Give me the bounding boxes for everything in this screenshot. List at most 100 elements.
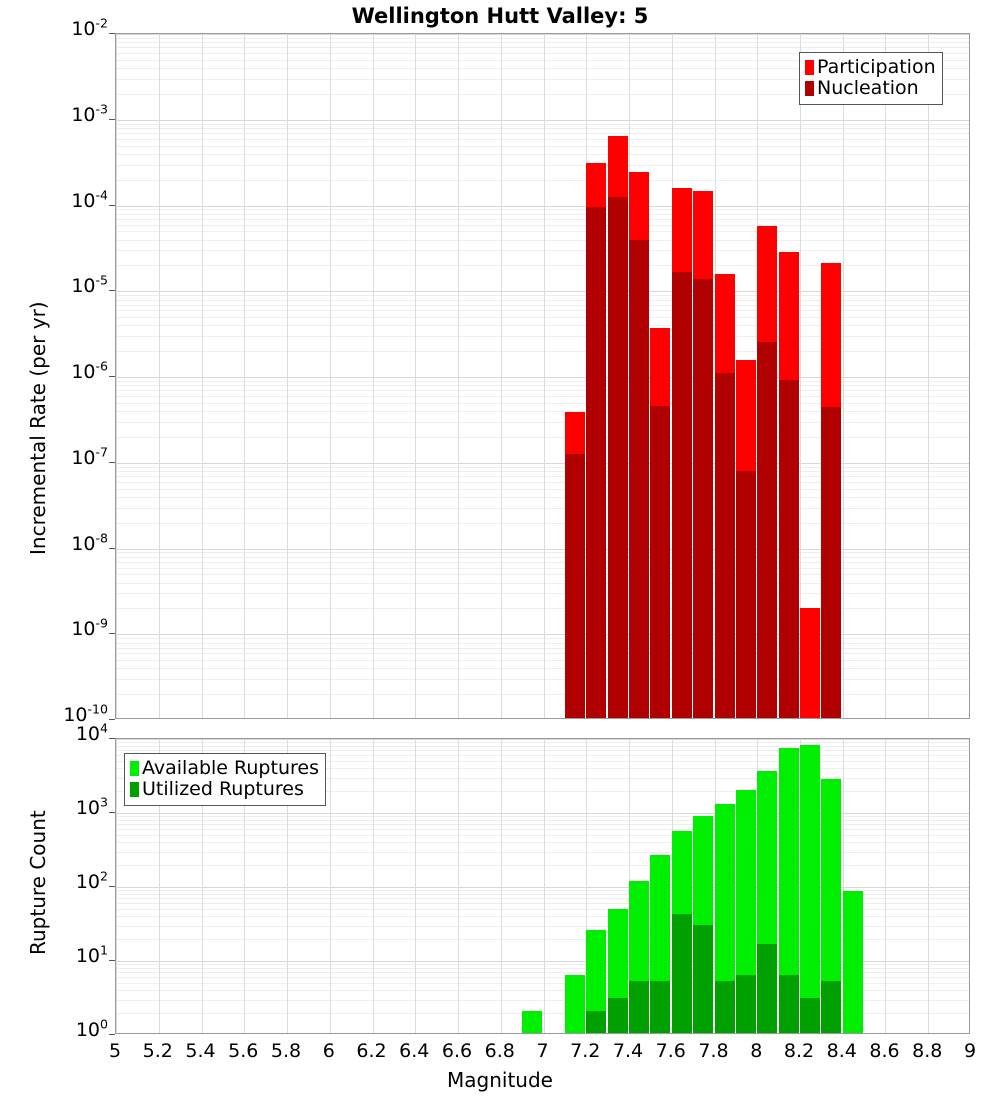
gridline-vertical <box>244 739 245 1033</box>
bottom-gridlines <box>116 739 969 1033</box>
y-tick-mark <box>109 633 115 634</box>
gridline-minor <box>116 523 969 524</box>
gridline-minor <box>116 835 969 836</box>
bar-nucleation <box>821 407 841 718</box>
gridline-minor <box>116 972 969 973</box>
gridline-minor <box>116 336 969 337</box>
bar-available-ruptures <box>779 748 799 1033</box>
gridline-minor <box>116 865 969 866</box>
gridline-vertical <box>885 34 886 718</box>
gridline-vertical <box>928 34 929 718</box>
gridline-vertical <box>843 739 844 1033</box>
gridline-minor <box>116 231 969 232</box>
bar-available-ruptures <box>821 779 841 1033</box>
bar-nucleation <box>736 471 756 718</box>
gridline-minor <box>116 53 969 54</box>
x-tick-label: 5.4 <box>185 1040 216 1062</box>
top-legend: Participation Nucleation <box>799 52 943 105</box>
y-tick-mark <box>109 548 115 549</box>
gridline-minor <box>116 842 969 843</box>
y-tick-mark <box>109 886 115 887</box>
legend-label: Participation <box>817 56 936 78</box>
gridline-minor <box>116 317 969 318</box>
gridline-minor <box>116 557 969 558</box>
gridline-minor <box>116 390 969 391</box>
gridline-vertical <box>544 34 545 718</box>
gridline-vertical <box>501 34 502 718</box>
x-tick-label: 7.2 <box>570 1040 601 1062</box>
gridline-minor <box>116 124 969 125</box>
bar-nucleation <box>715 373 735 718</box>
gridline-major <box>116 739 969 740</box>
gridline-minor <box>116 325 969 326</box>
gridline-minor <box>116 42 969 43</box>
x-tick-label: 5.8 <box>270 1040 302 1062</box>
bar-nucleation <box>586 207 606 718</box>
bar-participation <box>800 608 820 718</box>
gridline-minor <box>116 583 969 584</box>
y-tick-label: 10-7 <box>71 444 108 469</box>
bar-utilized-ruptures <box>736 975 756 1033</box>
gridline-minor <box>116 694 969 695</box>
gridline-vertical <box>415 34 416 718</box>
gridline-minor <box>116 497 969 498</box>
y-tick-label: 10-6 <box>71 358 108 383</box>
x-tick-label: 7 <box>536 1040 549 1062</box>
y-tick-label: 10-10 <box>63 701 108 726</box>
gridline-vertical <box>202 739 203 1033</box>
bar-utilized-ruptures <box>586 1010 606 1033</box>
gridline-minor <box>116 47 969 48</box>
y-tick-label: 10-9 <box>71 615 108 641</box>
bar-nucleation <box>672 271 692 718</box>
y-tick-mark <box>109 33 115 34</box>
gridline-minor <box>116 968 969 969</box>
gridline-minor <box>116 133 969 134</box>
gridline-minor <box>116 79 969 80</box>
gridline-major <box>116 120 969 121</box>
y-tick-mark <box>109 119 115 120</box>
y-tick-label: 101 <box>75 942 108 967</box>
gridline-minor <box>116 668 969 669</box>
gridline-minor <box>116 552 969 553</box>
available-ruptures-swatch <box>130 761 139 777</box>
bar-utilized-ruptures <box>650 981 670 1033</box>
gridline-minor <box>116 593 969 594</box>
gridline-vertical <box>885 739 886 1033</box>
bottom-y-axis-label: Rupture Count <box>26 810 50 955</box>
bar-utilized-ruptures <box>672 914 692 1033</box>
bar-utilized-ruptures <box>608 997 628 1033</box>
gridline-minor <box>116 1013 969 1014</box>
x-tick-label: 6.2 <box>356 1040 387 1062</box>
gridline-major <box>116 377 969 378</box>
chart-title: Wellington Hutt Valley: 5 <box>351 4 649 28</box>
gridline-minor <box>116 909 969 910</box>
y-tick-label: 102 <box>75 868 108 893</box>
gridline-vertical <box>458 739 459 1033</box>
gridline-major <box>116 813 969 814</box>
y-tick-label: 103 <box>75 794 108 819</box>
x-axis-label: Magnitude <box>447 1068 553 1092</box>
y-tick-mark <box>109 1034 115 1035</box>
gridline-vertical <box>458 34 459 718</box>
gridline-minor <box>116 1000 969 1001</box>
gridline-minor <box>116 903 969 904</box>
gridline-minor <box>116 648 969 649</box>
gridline-minor <box>116 750 969 751</box>
legend-item-participation: Participation <box>805 56 936 78</box>
gridline-minor <box>116 225 969 226</box>
gridline-minor <box>116 574 969 575</box>
gridline-minor <box>116 422 969 423</box>
gridline-minor <box>116 154 969 155</box>
gridline-vertical <box>330 739 331 1033</box>
x-tick-label: 7.8 <box>698 1040 729 1062</box>
gridline-minor <box>116 742 969 743</box>
bar-nucleation <box>779 379 799 718</box>
bar-utilized-ruptures <box>693 924 713 1033</box>
gridline-minor <box>116 894 969 895</box>
gridline-minor <box>116 829 969 830</box>
x-tick-label: 8.8 <box>912 1040 943 1062</box>
y-tick-label: 100 <box>75 1016 108 1041</box>
gridline-vertical <box>330 34 331 718</box>
gridline-minor <box>116 68 969 69</box>
gridline-minor <box>116 214 969 215</box>
